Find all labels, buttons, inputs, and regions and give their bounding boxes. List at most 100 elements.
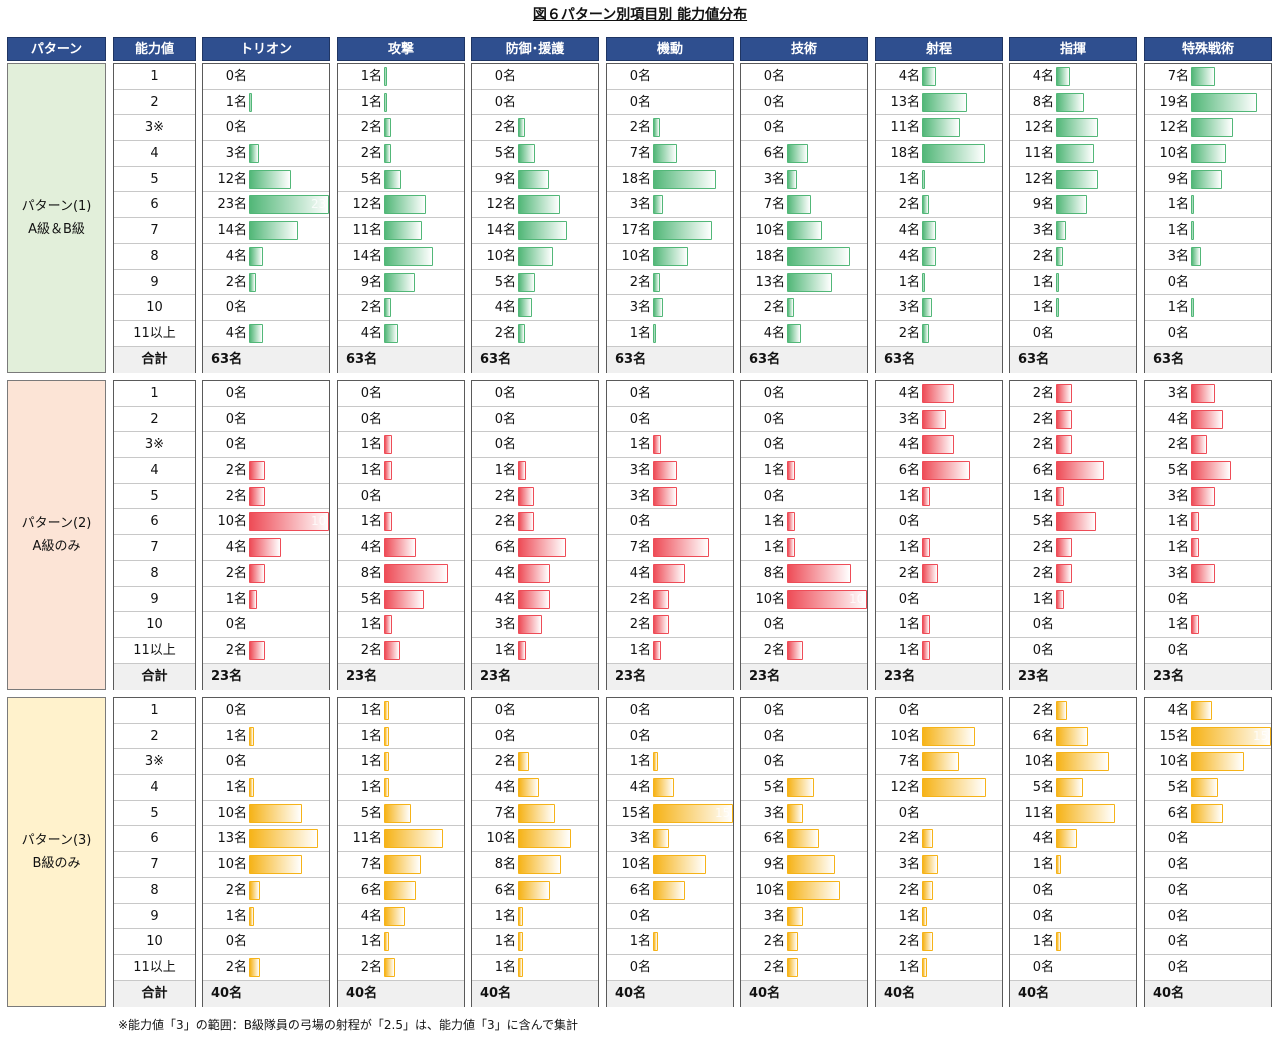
count-value: 1名 xyxy=(1032,857,1054,873)
data-row: 1名 xyxy=(338,612,464,638)
count-value: 0名 xyxy=(1167,959,1189,975)
data-bar xyxy=(1056,298,1060,318)
data-row: 10名 xyxy=(203,801,329,827)
count-value: 0名 xyxy=(225,411,247,427)
item-header-special: 特殊戦術 xyxy=(1144,37,1272,61)
data-bar xyxy=(384,615,392,635)
count-value: 0名 xyxy=(763,411,785,427)
count-value: 6名 xyxy=(1032,463,1054,479)
count-value: 0名 xyxy=(360,386,382,401)
data-bar xyxy=(384,880,416,900)
data-row: 2名 xyxy=(1010,535,1136,561)
data-row: 0名 xyxy=(1010,904,1136,930)
data-bar xyxy=(384,461,392,481)
data-row: 0名 xyxy=(472,381,598,407)
data-row: 1名 xyxy=(607,638,733,664)
count-value: 0名 xyxy=(494,386,516,401)
data-bar xyxy=(1056,563,1072,583)
count-value: 0名 xyxy=(1167,642,1189,658)
data-row: 0名 xyxy=(876,587,1002,613)
data-row: 2名 xyxy=(338,955,464,981)
item-column: 0名 0名 0名 2名 2名 10名 10 4名 2名 1名 0名 2名 23名 xyxy=(202,380,330,690)
data-row: 2名 xyxy=(203,955,329,981)
data-row: 5名 xyxy=(741,775,867,801)
total-count: 63名 xyxy=(346,351,378,367)
count-value: 18名 xyxy=(621,171,651,187)
total-value: 23名 xyxy=(876,663,1002,690)
count-value: 2名 xyxy=(360,146,382,162)
count-value: 1名 xyxy=(629,437,651,453)
item-header-attack: 攻撃 xyxy=(337,37,465,61)
data-bar xyxy=(518,906,524,926)
data-row: 1名 xyxy=(607,929,733,955)
count-value: 2名 xyxy=(225,463,247,479)
count-value: 2名 xyxy=(629,120,651,136)
data-row: 2名 xyxy=(472,115,598,142)
data-row: 3名 xyxy=(607,458,733,484)
data-row: 2名 xyxy=(1145,432,1271,459)
total-value: 40名 xyxy=(203,980,329,1007)
level-header: 能力値 xyxy=(113,37,196,61)
total-value: 23名 xyxy=(338,663,464,690)
count-value: 10名 xyxy=(217,857,247,873)
count-value: 3名 xyxy=(225,146,247,162)
data-row: 0名 xyxy=(741,90,867,116)
data-row: 0名 xyxy=(1145,638,1271,664)
data-row: 1名 xyxy=(876,638,1002,664)
count-value: 1名 xyxy=(360,463,382,479)
count-value: 2名 xyxy=(629,617,651,633)
count-value: 0名 xyxy=(898,703,920,718)
item-header-technique: 技術 xyxy=(740,37,868,61)
level-cell: 4 xyxy=(114,458,195,484)
data-row: 3名 xyxy=(607,826,733,853)
count-value: 12名 xyxy=(486,197,516,213)
count-value: 0名 xyxy=(360,411,382,427)
data-row: 1名 xyxy=(338,929,464,955)
data-row: 2名 xyxy=(472,509,598,536)
data-bar xyxy=(518,169,550,189)
data-row: 9名 xyxy=(1010,192,1136,219)
data-bar xyxy=(787,906,803,926)
data-bar xyxy=(787,169,798,189)
count-value: 0名 xyxy=(1032,908,1054,924)
data-bar xyxy=(1191,169,1223,189)
count-value: 2名 xyxy=(360,959,382,975)
data-row: 11名 xyxy=(1010,141,1136,167)
data-row: 2名 xyxy=(876,321,1002,347)
data-row: 2名 xyxy=(741,638,867,664)
level-cell: 1 xyxy=(114,64,195,90)
data-row: 3名 xyxy=(876,407,1002,433)
data-bar xyxy=(787,957,798,977)
total-value: 23名 xyxy=(741,663,867,690)
data-row: 1名 xyxy=(338,749,464,776)
data-row: 1名 xyxy=(1145,295,1271,321)
level-cell: 2 xyxy=(114,90,195,116)
count-value: 6名 xyxy=(763,146,785,162)
total-value: 63名 xyxy=(338,346,464,373)
count-value: 0名 xyxy=(763,488,785,504)
count-value: 0名 xyxy=(494,703,516,718)
data-bar xyxy=(1056,778,1083,798)
count-value: 0名 xyxy=(1167,325,1189,341)
data-bar xyxy=(922,778,986,798)
level-cell: 9 xyxy=(114,904,195,930)
data-bar xyxy=(384,778,390,798)
count-value: 0名 xyxy=(1032,959,1054,975)
data-bar xyxy=(922,67,936,86)
data-row: 8名 xyxy=(1010,90,1136,116)
count-value: 9名 xyxy=(494,171,516,187)
data-row: 0名 xyxy=(203,381,329,407)
count-value: 12名 xyxy=(352,197,382,213)
data-row: 2名 xyxy=(876,561,1002,587)
count-value: 4名 xyxy=(629,780,651,796)
data-bar xyxy=(653,615,669,635)
data-row: 5名 xyxy=(1145,458,1271,484)
data-row: 7名 xyxy=(338,852,464,878)
data-bar xyxy=(1191,701,1213,720)
count-value: 0名 xyxy=(763,69,785,84)
count-value: 4名 xyxy=(898,223,920,239)
data-bar xyxy=(653,246,688,266)
data-bar xyxy=(1056,829,1078,849)
total-value: 40名 xyxy=(607,980,733,1007)
count-value: 17名 xyxy=(621,223,651,239)
